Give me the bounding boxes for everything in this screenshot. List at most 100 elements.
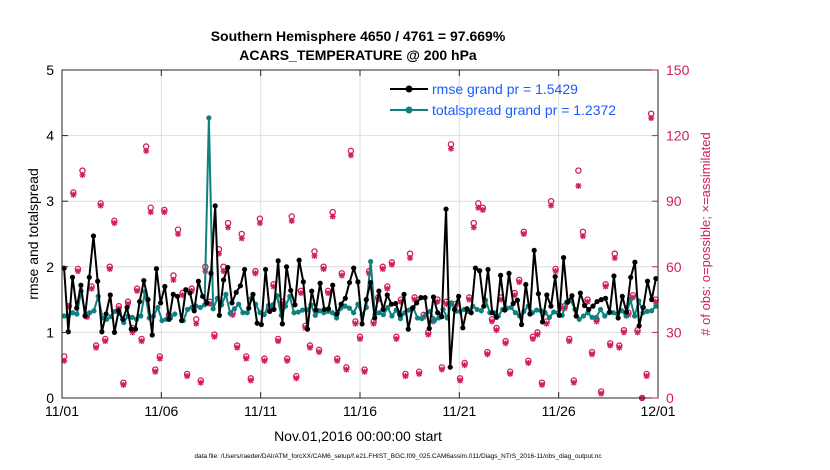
- x-tick-label: 11/21: [442, 403, 476, 419]
- rmse-point: [262, 266, 269, 273]
- spread-point: [589, 314, 595, 320]
- rmse-point: [363, 297, 369, 303]
- obs-assimilated-point: [325, 290, 332, 297]
- rmse-point: [334, 311, 340, 317]
- rmse-point: [644, 278, 651, 284]
- rmse-point: [527, 311, 533, 317]
- rmse-point: [380, 306, 386, 313]
- y-axis-tick-labels: 0 1 2 3 4 5: [46, 62, 54, 406]
- rmse-point: [183, 287, 189, 293]
- obs-assimilated-point: [488, 318, 495, 325]
- obs-assimilated-point: [616, 344, 623, 351]
- rmse-point: [439, 314, 445, 320]
- rmse-point: [556, 312, 562, 318]
- obs-assimilated-point: [620, 329, 627, 336]
- spread-point: [653, 303, 659, 309]
- rmse-point: [86, 274, 92, 280]
- obs-assimilated-point: [161, 209, 168, 216]
- rmse-series: [61, 203, 659, 370]
- rmse-point: [220, 277, 227, 283]
- rmse-point: [166, 316, 172, 322]
- obs-assimilated-point: [607, 342, 614, 349]
- rmse-point: [313, 307, 319, 313]
- rmse-point: [351, 265, 357, 271]
- spread-point: [70, 310, 76, 316]
- y-tick-label: 4: [46, 128, 54, 144]
- rmse-point: [430, 294, 437, 300]
- obs-assimilated-point: [70, 191, 77, 198]
- rmse-point: [456, 293, 462, 299]
- rmse-point: [170, 291, 176, 297]
- legend-spread-marker: [405, 106, 413, 114]
- rmse-point: [162, 283, 168, 290]
- spread-point: [534, 307, 540, 313]
- legend-rmse-label: rmse grand pr = 1.5429: [432, 81, 578, 97]
- spread-point: [602, 313, 608, 319]
- obs-assimilated-point: [357, 335, 363, 342]
- rmse-point: [422, 295, 428, 301]
- rmse-point: [539, 319, 546, 325]
- spread-point: [138, 313, 144, 319]
- obs-assimilated-point: [343, 366, 350, 373]
- spread-point: [206, 115, 212, 121]
- obs-assimilated-point: [520, 231, 527, 237]
- rmse-point: [506, 270, 512, 276]
- obs-assimilated-point: [416, 370, 423, 377]
- spread-point: [240, 310, 246, 316]
- rmse-point: [623, 309, 630, 315]
- obs-assimilated-point: [297, 290, 304, 297]
- rmse-point: [237, 283, 243, 289]
- obs-assimilated-point: [507, 370, 514, 377]
- spread-point: [333, 315, 340, 321]
- obs-assimilated-point: [425, 331, 432, 338]
- y-tick-label: 5: [46, 62, 54, 78]
- rmse-point: [191, 308, 197, 314]
- rmse-point: [225, 264, 231, 271]
- rmse-point: [560, 255, 567, 261]
- rmse-point: [241, 266, 248, 273]
- rmse-point: [367, 279, 374, 286]
- spread-point: [295, 309, 301, 315]
- obs-assimilated-point: [197, 379, 204, 386]
- rmse-point: [229, 300, 235, 306]
- spread-point: [129, 314, 135, 320]
- obs-assimilated-point: [288, 217, 295, 224]
- obs-assimilated-point: [261, 357, 268, 364]
- spread-point: [419, 316, 425, 322]
- spread-point: [227, 310, 233, 316]
- rmse-point: [636, 323, 642, 329]
- rmse-point: [233, 289, 239, 295]
- obs-assimilated-point: [252, 270, 259, 277]
- obs-assimilated-point: [106, 265, 113, 272]
- rmse-point: [124, 304, 130, 311]
- rmse-point: [78, 282, 84, 288]
- rmse-point: [359, 321, 365, 327]
- obs-assimilated-point: [611, 255, 618, 262]
- x-tick-label: 11/26: [542, 403, 576, 419]
- rmse-point: [548, 303, 554, 309]
- obs-assimilated-point: [566, 338, 573, 345]
- spread-point: [155, 304, 161, 311]
- obs-assimilated-point: [184, 373, 191, 380]
- x-tick-label: 11/11: [244, 403, 277, 419]
- spread-point: [329, 310, 335, 316]
- rmse-point: [120, 316, 126, 322]
- spread-point: [210, 306, 216, 312]
- rmse-point: [355, 279, 361, 285]
- rmse-point: [376, 288, 382, 294]
- rmse-point: [598, 297, 604, 303]
- obs-assimilated-series: [61, 115, 659, 401]
- spread-point: [376, 310, 382, 316]
- obs-assimilated-point: [306, 344, 313, 351]
- obs-assimilated-point: [284, 357, 291, 364]
- obs-assimilated-point: [138, 338, 145, 345]
- chart-subtitle: ACARS_TEMPERATURE @ 200 hPa: [239, 47, 477, 63]
- spread-point: [623, 313, 629, 319]
- rmse-point: [90, 233, 97, 239]
- rmse-point: [397, 312, 403, 318]
- spread-point: [397, 316, 404, 322]
- rmse-point: [275, 258, 281, 264]
- spread-point: [474, 306, 480, 313]
- y-tick-label: 1: [46, 324, 54, 340]
- rmse-point: [632, 259, 638, 265]
